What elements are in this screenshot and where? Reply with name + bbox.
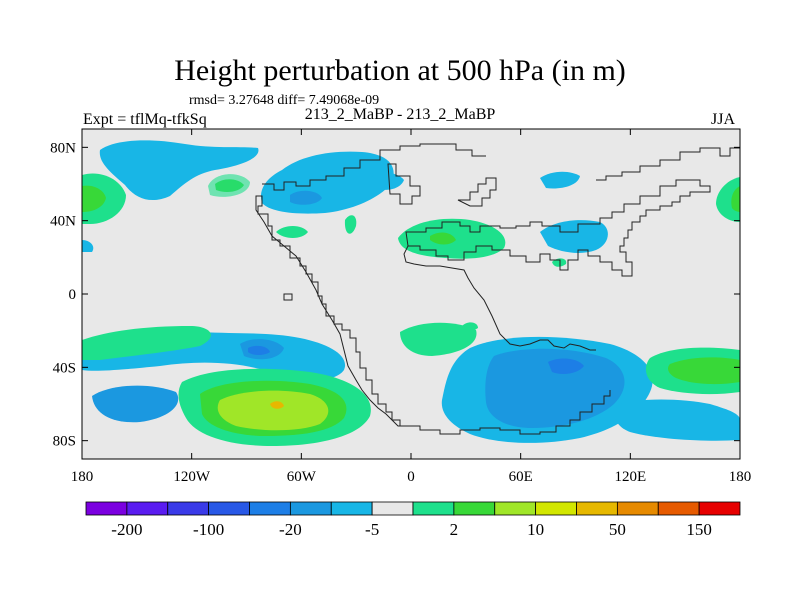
colorbar-label: -200 (111, 520, 142, 539)
contour-south-pacific-pos-band (82, 326, 211, 360)
colorbar-label: 150 (686, 520, 712, 539)
contour-greenland-neg (370, 172, 404, 190)
coastline-africa (403, 245, 596, 351)
colorbar-swatch (576, 501, 618, 516)
season-label: JJA (711, 111, 736, 128)
coastline-small-island (283, 293, 293, 301)
colorbar-swatch (126, 501, 169, 516)
coastline-arctic-islands (596, 147, 740, 181)
x-tick-label: 60W (287, 469, 317, 485)
y-tick-label: 40N (50, 214, 76, 230)
contour-south-east-neg (614, 399, 740, 441)
coastline-north-america-arctic (262, 143, 486, 191)
colorbar-swatch (371, 501, 414, 516)
case-label: 213_2_MaBP - 213_2_MaBP (304, 106, 496, 123)
contour-indian-core (668, 357, 740, 385)
x-tick-label: 0 (407, 469, 415, 485)
contour-greenland-pos (344, 215, 357, 234)
y-tick-label: 80N (50, 140, 76, 156)
colorbar-label: -5 (365, 520, 379, 539)
chart-title: Height perturbation at 500 hPa (in m) (174, 54, 626, 87)
colorbar-swatch (330, 501, 373, 516)
contour-arctic-east (540, 171, 580, 189)
x-tick-label: 60E (509, 469, 533, 485)
colorbar-swatch (535, 501, 577, 516)
colorbar-swatch (167, 501, 210, 516)
contour-southern-ocean-mid (485, 348, 625, 428)
y-tick-label: 0 (69, 287, 77, 303)
colorbar-swatch (657, 501, 700, 516)
colorbar-label: -20 (279, 520, 302, 539)
colorbar-swatch (616, 501, 659, 516)
coastline-scandinavia (457, 177, 497, 207)
contour-south-central-dark (248, 345, 270, 355)
colorbar-swatch (698, 501, 741, 516)
contour-arctic-atlantic-inner (290, 190, 322, 205)
contour-europe-core (430, 232, 456, 245)
contour-south-pacific-peak (270, 401, 284, 409)
contour-north-america-pos2 (208, 174, 250, 197)
contour-south-west-neg (92, 385, 179, 423)
colorbar-swatch (412, 501, 455, 516)
colorbar-label: 50 (609, 520, 626, 539)
contour-arctic-pacific (99, 140, 259, 201)
coastline-eurasia (405, 179, 711, 277)
x-tick-label: 120W (173, 469, 211, 485)
x-axis: 180 120W 60W 0 60E 120E 180 (71, 129, 752, 485)
colorbar-label: 2 (450, 520, 459, 539)
colorbar-swatch (494, 501, 537, 516)
experiment-label: Expt = tflMq-tfkSq (83, 111, 207, 128)
colorbar-swatch (85, 501, 128, 516)
x-tick-label: 120E (614, 469, 646, 485)
coastline-americas (255, 195, 401, 427)
contour-atlantic-pos (400, 322, 477, 356)
colorbar-label: -100 (193, 520, 224, 539)
colorbar-swatch (249, 501, 291, 516)
contour-north-pacific-east-core (731, 186, 740, 212)
colorbar: -200 -100 -20 -5 2 10 50 150 (85, 501, 741, 539)
contour-north-pacific-west-core (82, 185, 106, 212)
coastline-greenland (387, 163, 421, 205)
contour-pacific-pos-small (276, 226, 308, 238)
contour-south-pacific-core (217, 390, 329, 431)
contour-west-edge-neg (82, 240, 94, 252)
colorbar-swatch (208, 501, 250, 516)
contour-southern-ocean-core (548, 358, 584, 374)
coastline-antarctica (400, 390, 611, 435)
colorbar-label: 10 (527, 520, 544, 539)
x-tick-label: 180 (71, 469, 94, 485)
y-tick-label: 40S (53, 360, 76, 376)
y-tick-label: 80S (53, 434, 76, 450)
colorbar-swatch (289, 501, 332, 516)
contour-fills (82, 140, 740, 446)
x-tick-label: 180 (729, 469, 752, 485)
contour-asia-neg (540, 220, 608, 253)
coastlines (255, 143, 740, 435)
y-axis: 80N 40N 0 40S 80S (50, 140, 740, 450)
stats-label: rmsd= 3.27648 diff= 7.49068e-09 (189, 93, 380, 108)
colorbar-swatch (453, 501, 496, 516)
contour-atlantic-small (462, 322, 478, 331)
contour-north-pacific-east (716, 177, 740, 222)
